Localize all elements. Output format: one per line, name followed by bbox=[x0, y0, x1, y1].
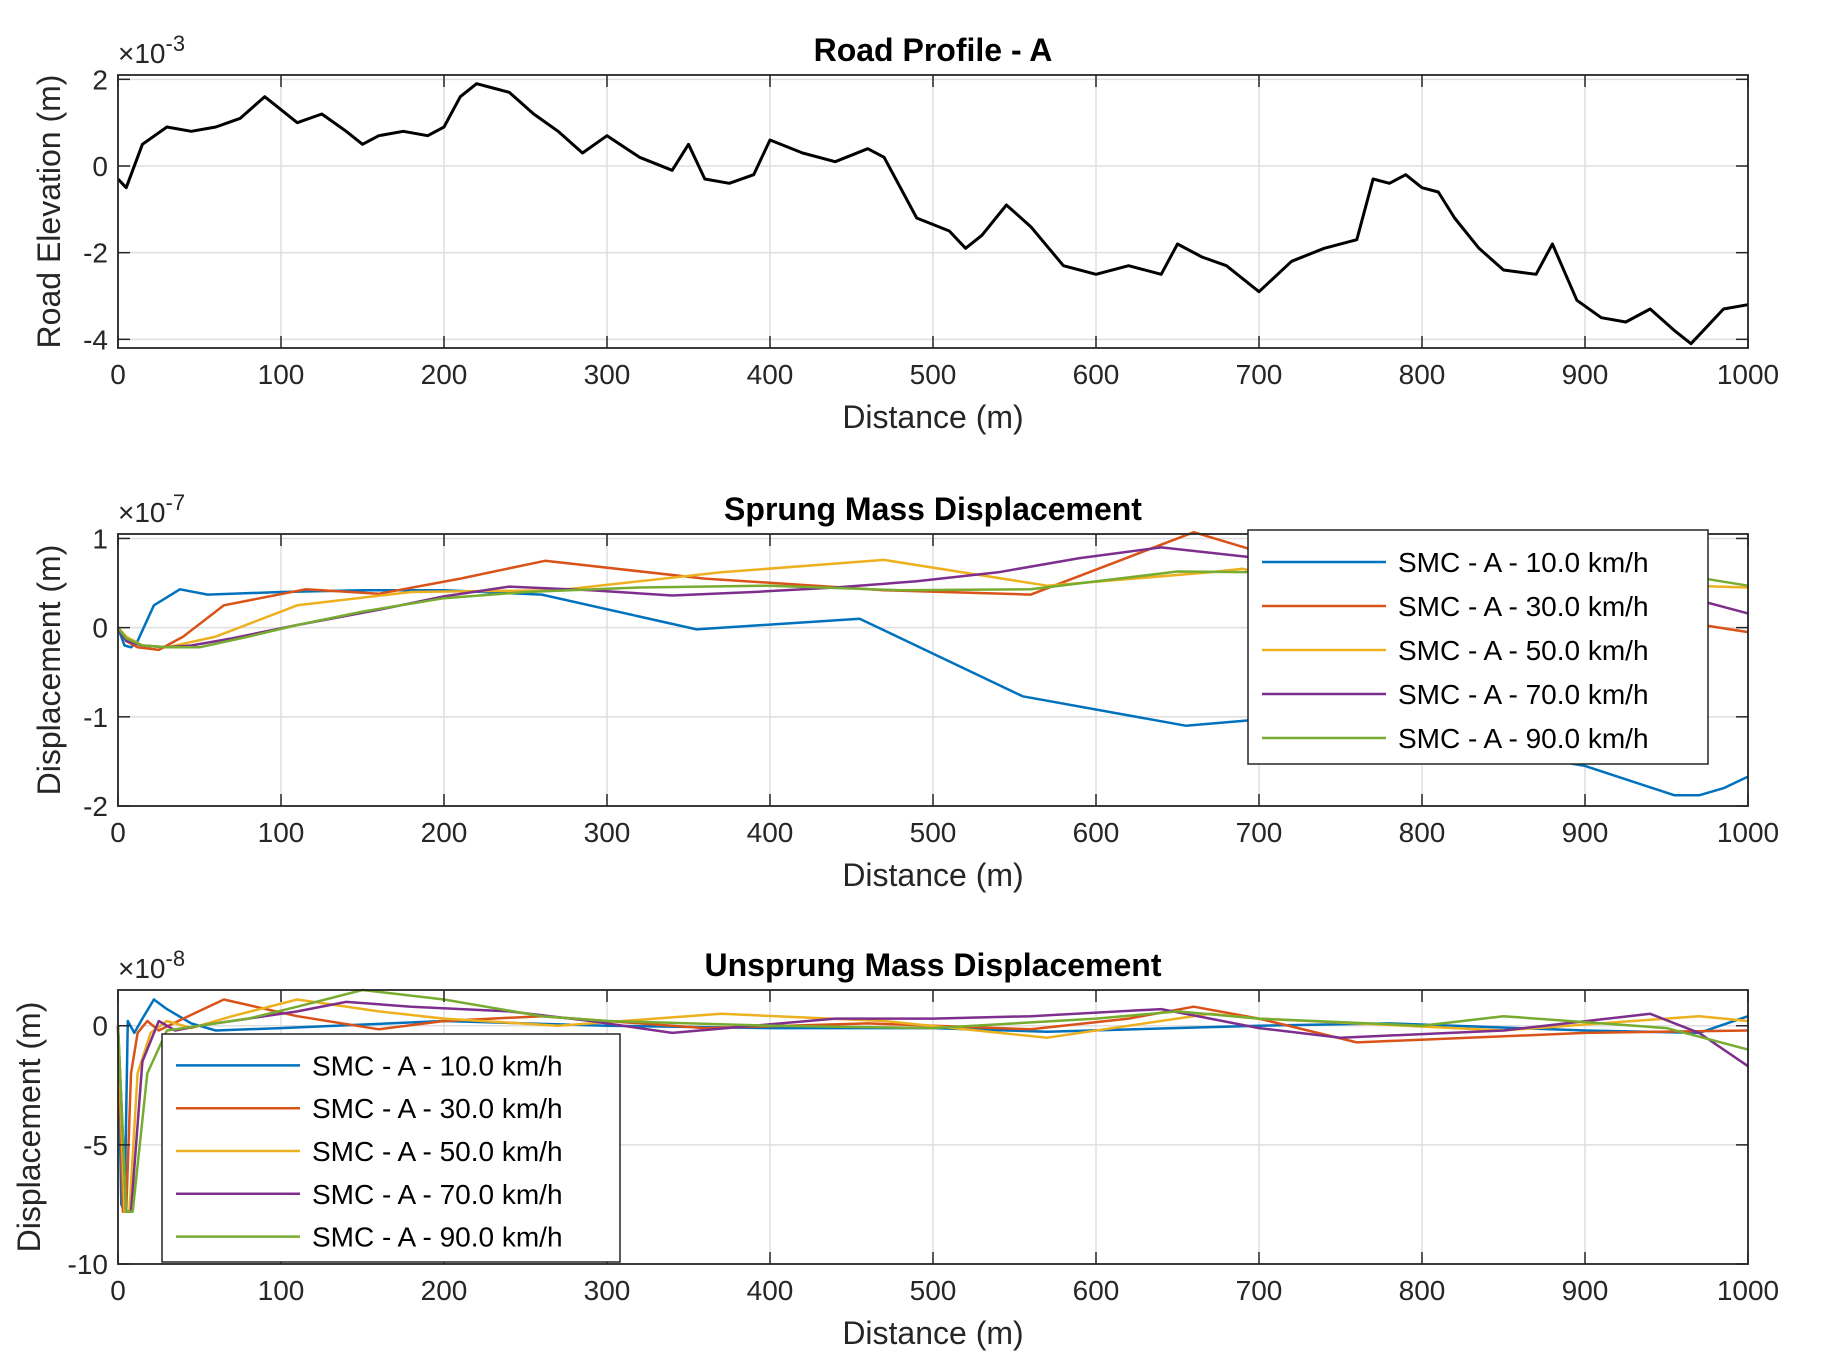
x-tick-label: 300 bbox=[584, 1275, 631, 1306]
x-tick-label: 800 bbox=[1399, 359, 1446, 390]
x-tick-label: 100 bbox=[258, 1275, 305, 1306]
x-tick-label: 0 bbox=[110, 359, 126, 390]
chart-title: Unsprung Mass Displacement bbox=[705, 947, 1162, 983]
legend-label: SMC - A - 90.0 km/h bbox=[1398, 723, 1649, 754]
series-line-2 bbox=[116, 530, 1749, 652]
y-tick-label: -4 bbox=[83, 324, 108, 355]
y-exponent-label: ×10-7 bbox=[118, 490, 185, 528]
legend-box bbox=[1247, 529, 1709, 765]
legend-label: SMC - A - 90.0 km/h bbox=[312, 1222, 563, 1253]
x-tick-label: 400 bbox=[747, 359, 794, 390]
x-tick-label: 800 bbox=[1399, 1275, 1446, 1306]
x-tick-label: 300 bbox=[584, 817, 631, 848]
legend-label: SMC - A - 70.0 km/h bbox=[312, 1179, 563, 1210]
x-tick-label: 900 bbox=[1562, 359, 1609, 390]
x-tick-label: 600 bbox=[1073, 1275, 1120, 1306]
y-tick-label: 0 bbox=[92, 1011, 108, 1042]
chart-title: Road Profile - A bbox=[814, 32, 1053, 68]
y-tick-label: 1 bbox=[92, 523, 108, 554]
x-tick-label: 900 bbox=[1562, 1275, 1609, 1306]
exponent-power: -7 bbox=[166, 490, 186, 515]
y-exponent-label: ×10-3 bbox=[118, 31, 185, 69]
x-tick-label: 600 bbox=[1073, 817, 1120, 848]
x-tick-label: 100 bbox=[258, 359, 305, 390]
subplot-2: 0 100 200 300 400 500 600 700 800 900 1000 1 0 -1 -2 ×1… bbox=[31, 490, 1779, 893]
legend: SMC - A - 10.0 km/h SMC - A - 30.0 km/h SM… bbox=[1247, 529, 1709, 765]
series-line-2 bbox=[116, 998, 1749, 1213]
x-tick-label: 1000 bbox=[1717, 1275, 1779, 1306]
legend-label: SMC - A - 50.0 km/h bbox=[1398, 635, 1649, 666]
x-tick-label: 500 bbox=[910, 817, 957, 848]
y-axis-label: Displacement (m) bbox=[31, 545, 67, 796]
y-tick-label: 0 bbox=[92, 613, 108, 644]
y-tick-label: 2 bbox=[92, 64, 108, 95]
y-tick-label: -5 bbox=[83, 1130, 108, 1161]
x-tick-label: 300 bbox=[584, 359, 631, 390]
legend: SMC - A - 10.0 km/h SMC - A - 30.0 km/h SM… bbox=[161, 1033, 621, 1263]
legend-label: SMC - A - 30.0 km/h bbox=[1398, 591, 1649, 622]
y-axis-label: Road Elevation (m) bbox=[31, 75, 67, 349]
legend-label: SMC - A - 50.0 km/h bbox=[312, 1136, 563, 1167]
x-tick-label: 600 bbox=[1073, 359, 1120, 390]
exponent-base: ×10 bbox=[118, 38, 166, 69]
legend-label: SMC - A - 70.0 km/h bbox=[1398, 679, 1649, 710]
series-line-1 bbox=[116, 998, 1749, 1213]
x-tick-label: 500 bbox=[910, 359, 957, 390]
x-tick-label: 200 bbox=[421, 817, 468, 848]
y-tick-label: 0 bbox=[92, 151, 108, 182]
x-tick-label: 700 bbox=[1236, 817, 1283, 848]
legend-label: SMC - A - 30.0 km/h bbox=[312, 1093, 563, 1124]
subplot-1: 0 100 200 300 400 500 600 700 800 900 1000 2 0 -2 -4 ×1… bbox=[31, 31, 1779, 435]
x-axis-label: Distance (m) bbox=[842, 399, 1023, 435]
y-tick-label: -1 bbox=[83, 702, 108, 733]
exponent-power: -3 bbox=[166, 31, 186, 56]
y-tick-label: -10 bbox=[68, 1249, 108, 1280]
series-line-1 bbox=[116, 82, 1749, 346]
x-tick-label: 900 bbox=[1562, 817, 1609, 848]
chart-title: Sprung Mass Displacement bbox=[724, 491, 1142, 527]
series-group bbox=[116, 988, 1749, 1213]
series-line-1 bbox=[116, 588, 1749, 797]
x-tick-label: 400 bbox=[747, 1275, 794, 1306]
exponent-base: ×10 bbox=[118, 953, 166, 984]
x-tick-label: 1000 bbox=[1717, 359, 1779, 390]
legend-label: SMC - A - 10.0 km/h bbox=[312, 1050, 563, 1081]
exponent-power: -8 bbox=[166, 946, 186, 971]
x-tick-label: 0 bbox=[110, 1275, 126, 1306]
y-tick-label: -2 bbox=[83, 238, 108, 269]
legend-label: SMC - A - 10.0 km/h bbox=[1398, 547, 1649, 578]
x-tick-label: 800 bbox=[1399, 817, 1446, 848]
x-tick-label: 0 bbox=[110, 817, 126, 848]
x-tick-label: 700 bbox=[1236, 1275, 1283, 1306]
series-line-5 bbox=[116, 988, 1749, 1213]
y-exponent-label: ×10-8 bbox=[118, 946, 185, 984]
x-tick-label: 1000 bbox=[1717, 817, 1779, 848]
x-tick-label: 100 bbox=[258, 817, 305, 848]
subplot-3: 0 100 200 300 400 500 600 700 800 900 1000 0 -5 -10 ×1… bbox=[11, 946, 1779, 1351]
x-tick-label: 200 bbox=[421, 1275, 468, 1306]
x-tick-label: 400 bbox=[747, 817, 794, 848]
x-axis-label: Distance (m) bbox=[842, 1315, 1023, 1351]
x-tick-label: 200 bbox=[421, 359, 468, 390]
x-axis-label: Distance (m) bbox=[842, 857, 1023, 893]
legend-box bbox=[161, 1033, 621, 1263]
exponent-base: ×10 bbox=[118, 497, 166, 528]
series-group bbox=[116, 82, 1749, 346]
y-axis-label: Displacement (m) bbox=[11, 1002, 47, 1253]
x-tick-label: 500 bbox=[910, 1275, 957, 1306]
y-tick-label: -2 bbox=[83, 791, 108, 822]
x-tick-label: 700 bbox=[1236, 359, 1283, 390]
